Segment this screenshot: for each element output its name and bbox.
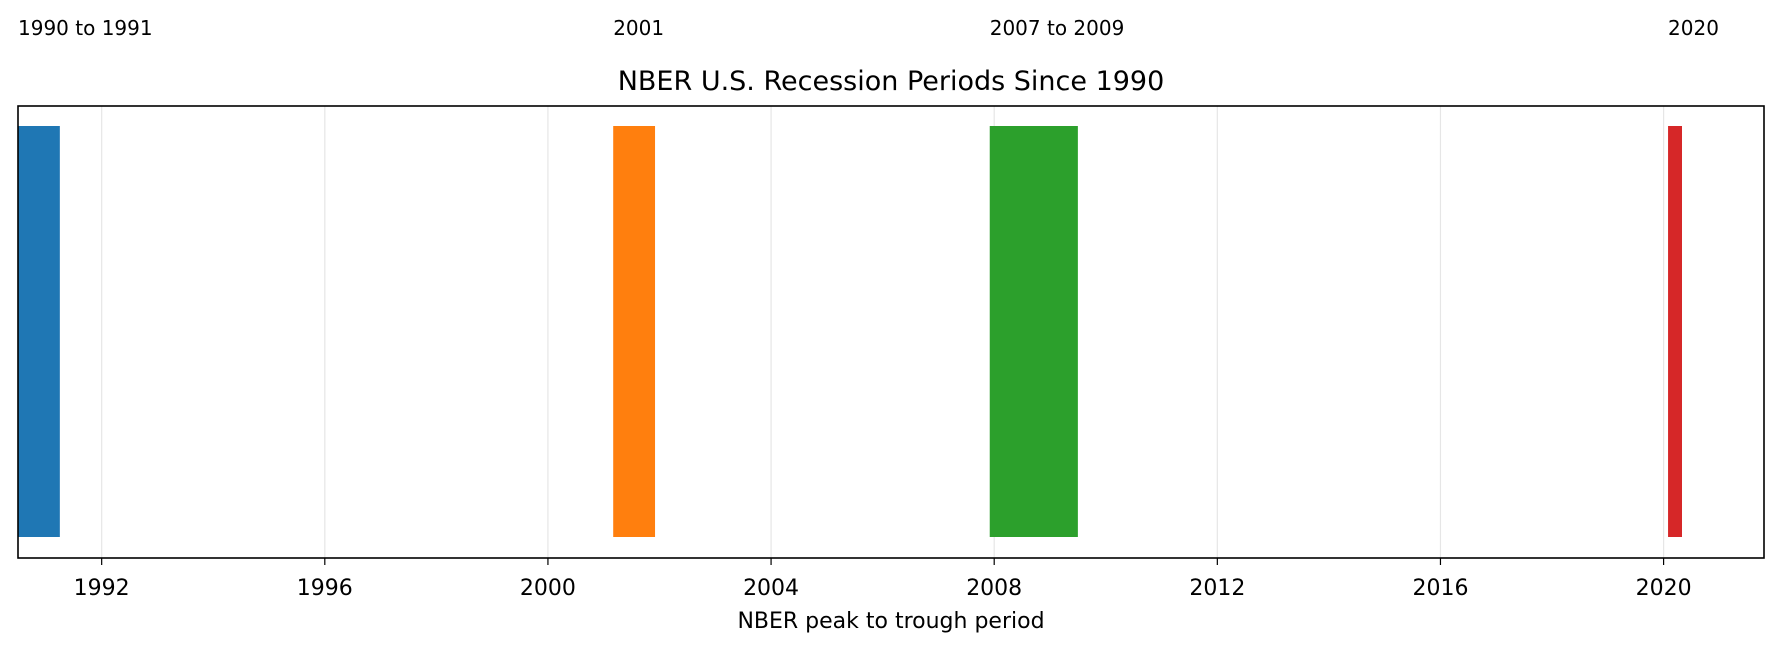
x-tick-label: 2004 [743, 576, 799, 601]
x-axis-label: NBER peak to trough period [737, 609, 1044, 634]
recession-bar [613, 126, 656, 537]
recession-bar [989, 126, 1078, 537]
chart-title: NBER U.S. Recession Periods Since 1990 [618, 66, 1165, 97]
bar-layer [18, 126, 1682, 537]
recession-bar [18, 126, 60, 537]
period-label: 1990 to 1991 [18, 16, 153, 40]
x-tick-label: 2000 [520, 576, 576, 601]
period-label: 2020 [1668, 16, 1719, 40]
x-tick-layer: 1992 1996 2000 2004 2008 2012 2016 2020 [74, 558, 1692, 601]
x-tick-label: 1992 [74, 576, 130, 601]
x-tick-label: 2016 [1412, 576, 1468, 601]
period-label-layer: 1990 to 1991 2001 2007 to 2009 2020 [18, 16, 1719, 40]
period-label: 2007 to 2009 [990, 16, 1125, 40]
period-label: 2001 [613, 16, 664, 40]
plot-frame [17, 105, 1765, 559]
x-tick-label: 2008 [966, 576, 1022, 601]
x-tick-label: 2012 [1189, 576, 1245, 601]
grid-layer [101, 106, 1665, 558]
recession-bar [1668, 126, 1682, 537]
x-tick-label: 2020 [1636, 576, 1692, 601]
x-tick-label: 1996 [297, 576, 353, 601]
